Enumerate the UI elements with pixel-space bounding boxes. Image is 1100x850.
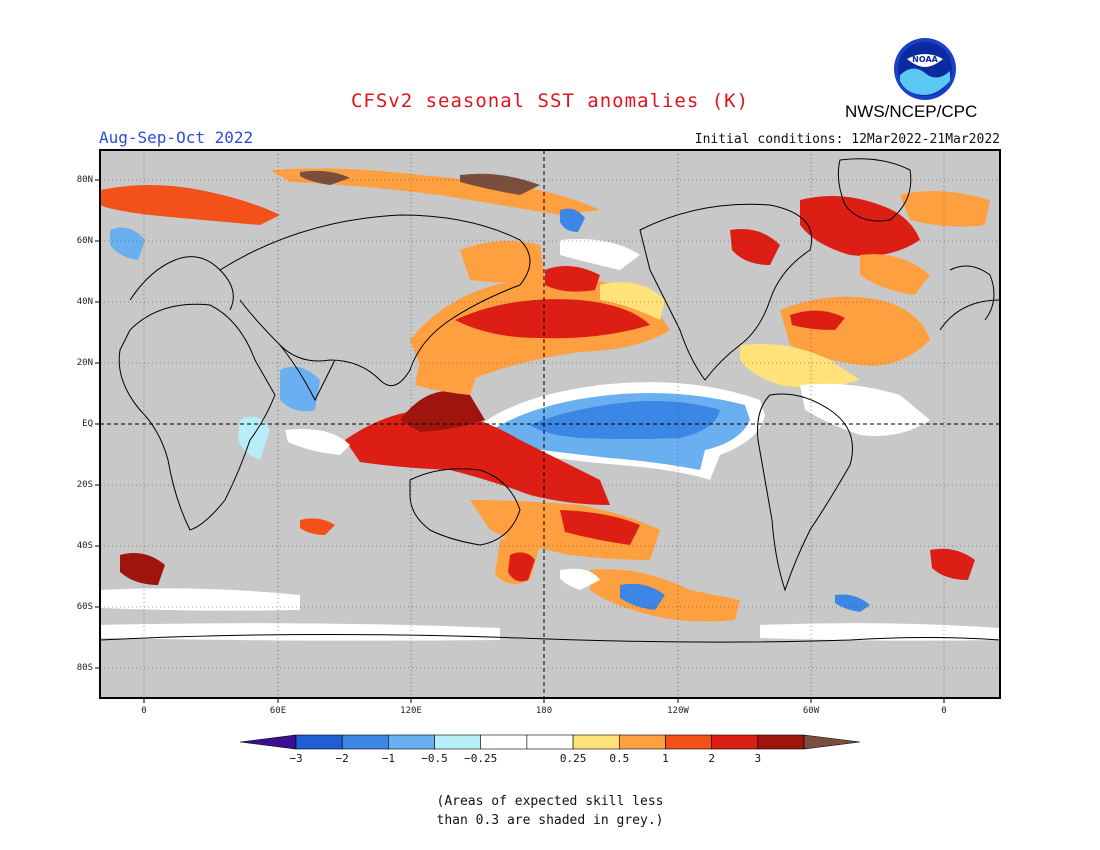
lat-label-80n: 80N — [76, 175, 93, 185]
colorbar-segment — [295, 734, 343, 750]
lat-label-20n: 20N — [76, 358, 93, 368]
colorbar-tick-label: 2 — [708, 752, 715, 765]
lon-label-60e: 60E — [269, 706, 287, 716]
colorbar-segment — [434, 734, 482, 750]
colorbar-segment — [711, 734, 759, 750]
lon-label-120w: 120W — [667, 706, 689, 716]
season-label: Aug-Sep-Oct 2022 — [99, 128, 254, 147]
lat-label-80s: 80S — [76, 663, 93, 673]
colorbar-segment — [665, 734, 712, 750]
map-title: CFSv2 seasonal SST anomalies (K) — [350, 90, 750, 112]
colorbar-segment — [572, 734, 620, 750]
colorbar-tick-label: 0.25 — [559, 752, 587, 765]
colorbar-tick-label: 3 — [754, 752, 762, 765]
lon-label-0-right: 0 — [941, 706, 947, 716]
colorbar-tick-label: −3 — [289, 752, 303, 765]
lat-label-40s: 40S — [76, 541, 93, 551]
colorbar-segment-max — [803, 734, 861, 750]
lat-label-eq: EQ — [82, 419, 93, 429]
lon-label-0: 0 — [141, 706, 147, 716]
agency-label: NWS/NCEP/CPC — [845, 102, 978, 121]
skill-footnote: (Areas of expected skill less than 0.3 a… — [0, 792, 1100, 830]
svg-text:NOAA: NOAA — [912, 55, 938, 64]
colorbar-segment — [480, 734, 528, 750]
initial-conditions: Initial conditions: 12Mar2022-21Mar2022 — [694, 132, 1000, 147]
colorbar — [239, 734, 861, 750]
colorbar-tick-label: −2 — [335, 752, 349, 765]
lat-label-60s: 60S — [76, 602, 93, 612]
colorbar-segment — [757, 734, 805, 750]
colorbar-segment-min — [239, 734, 297, 750]
colorbar-segment — [388, 734, 435, 750]
lat-label-20s: 20S — [76, 480, 93, 490]
lon-label-120e: 120E — [400, 706, 422, 716]
skill-footnote-line-2: than 0.3 are shaded in grey.) — [436, 813, 664, 828]
colorbar-tick-label: −0.25 — [464, 752, 498, 765]
colorbar-segment — [526, 734, 574, 750]
noaa-logo: NOAA — [894, 38, 956, 100]
lon-label-180: 180 — [535, 706, 553, 716]
colorbar-tick-label: 1 — [662, 752, 669, 765]
colorbar-segment — [341, 734, 389, 750]
colorbar-tick-label: −1 — [381, 752, 395, 765]
colorbar-tick-label: 0.5 — [609, 752, 630, 765]
lat-label-60n: 60N — [76, 236, 93, 246]
colorbar-segment — [618, 734, 666, 750]
colorbar-tick-label: −0.5 — [421, 752, 448, 765]
lon-label-60w: 60W — [802, 706, 820, 716]
lat-label-40n: 40N — [76, 297, 93, 307]
skill-footnote-line-1: (Areas of expected skill less — [436, 794, 664, 809]
